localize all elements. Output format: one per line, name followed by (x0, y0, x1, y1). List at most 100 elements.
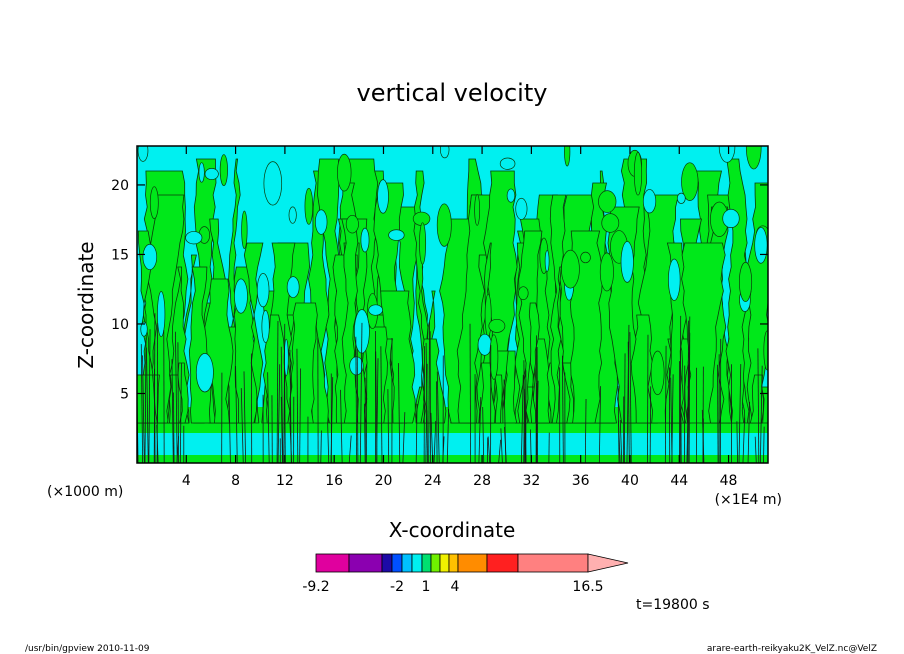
field-contour (380, 346, 383, 463)
field-blob (288, 206, 297, 224)
field-blob (286, 276, 300, 299)
field-blob (601, 213, 620, 233)
field-contour (446, 409, 450, 463)
field-contour (359, 322, 363, 463)
chart-title: vertical velocity (357, 79, 548, 107)
field-contour (430, 412, 434, 463)
field-blob (315, 209, 328, 235)
field-contour (296, 348, 299, 463)
field-blob (261, 310, 270, 344)
field-contour (235, 366, 238, 463)
field-band (137, 455, 768, 463)
field-contour (763, 426, 765, 463)
field-contour (330, 377, 334, 463)
x-tick-label: 4 (182, 473, 191, 489)
field-contour (415, 403, 418, 463)
field-contour (179, 363, 182, 463)
field-contour (154, 368, 156, 463)
field-blob (198, 162, 205, 183)
colorbar-tick-label: 1 (422, 579, 431, 595)
field-blob (620, 241, 634, 283)
field-blob (377, 179, 389, 214)
field-contour (425, 363, 428, 463)
field-contour (387, 389, 390, 463)
field-contour (289, 349, 292, 463)
field-contour (398, 363, 401, 463)
colorbar-tick-label: -2 (390, 579, 404, 595)
field-contour (487, 436, 491, 463)
field-contour (647, 334, 649, 463)
field-blob (204, 168, 219, 180)
field-blob (754, 227, 768, 264)
x-tick-label: 44 (670, 473, 688, 489)
field-contour (228, 392, 231, 463)
field-blob (142, 243, 158, 271)
field-blob (219, 154, 228, 187)
field-contour (629, 332, 632, 463)
field-contour (500, 428, 503, 463)
field-contour (619, 419, 623, 463)
x-tick-label: 16 (325, 473, 343, 489)
field-plume (243, 242, 264, 424)
field-band (137, 433, 768, 455)
field-contour (469, 323, 472, 463)
field-contour (436, 371, 440, 463)
field-plume (262, 314, 291, 424)
field-blob (234, 278, 248, 314)
field-contour (618, 420, 621, 463)
x-tick-label: 20 (375, 473, 393, 489)
colorbar-tick-labels: -9.2 -2 1 4 16.5 (302, 579, 603, 595)
field-plume (725, 158, 748, 424)
field-blob (681, 162, 699, 201)
field-blob (157, 291, 166, 338)
field-contour (176, 436, 179, 463)
footer-right: arare-earth-reikyaku2K_VelZ.nc@VelZ (707, 644, 877, 654)
field-blob (633, 152, 643, 196)
field-contour (327, 422, 330, 463)
x-units-right: (×1E4 m) (715, 492, 782, 508)
field-contour (562, 355, 564, 463)
colorbar (315, 553, 629, 573)
field-blob (140, 321, 148, 337)
x-tick-label: 24 (424, 473, 442, 489)
field-contour (144, 337, 147, 463)
x-tick-label: 32 (522, 473, 540, 489)
x-tick-label: 12 (276, 473, 294, 489)
field-contour (376, 358, 379, 463)
colorbar-segment (457, 553, 488, 573)
colorbar-segment (401, 553, 413, 573)
footer-left: /usr/bin/gpview 2010-11-09 (25, 644, 150, 654)
field-contour (277, 364, 281, 463)
x-units-left: (×1000 m) (47, 484, 123, 500)
field-contour (240, 388, 244, 463)
x-axis: 4 8 12 16 20 24 28 32 36 40 44 48 (182, 146, 737, 489)
colorbar-tick-label: -9.2 (302, 579, 329, 595)
field-blob (149, 186, 159, 220)
field-contour (686, 365, 690, 463)
field-blob (489, 334, 499, 380)
field-blob (722, 208, 740, 229)
field-contour (664, 345, 667, 463)
field-contour (280, 346, 284, 463)
colorbar-segment (517, 553, 589, 573)
field-plume (517, 230, 543, 424)
field-plume (494, 374, 503, 424)
field-contour (142, 355, 145, 463)
field-contour (280, 396, 283, 463)
field-blob (668, 258, 681, 301)
y-tick-label: 10 (111, 317, 129, 333)
field-contour (283, 323, 286, 463)
field-blob (506, 188, 516, 203)
colorbar-segment (315, 553, 350, 573)
field-blob (440, 146, 450, 159)
field-blob (360, 227, 370, 253)
field-plume (177, 362, 189, 424)
field-contour (520, 374, 524, 463)
colorbar-segment (448, 553, 459, 573)
plot-frame (136, 145, 769, 464)
field-blob (304, 187, 314, 225)
field-contour (759, 365, 763, 463)
y-axis-label: Z-coordinate (74, 241, 98, 368)
field-plume (137, 374, 158, 424)
